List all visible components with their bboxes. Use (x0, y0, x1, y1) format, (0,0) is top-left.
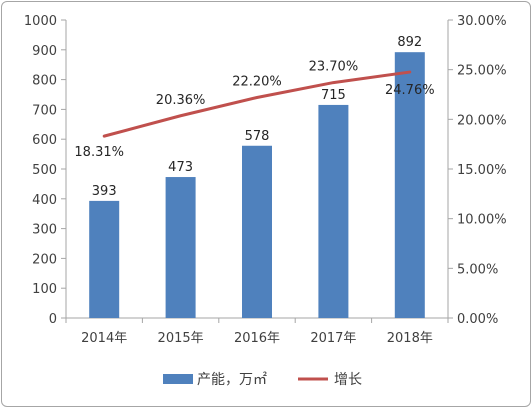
legend: 产能，万㎡ 增长 (163, 372, 362, 388)
bar (242, 145, 272, 318)
legend-swatch-bar (163, 374, 193, 384)
line-value-label: 23.70% (309, 60, 359, 75)
left-tick-label: 100 (32, 282, 57, 297)
bar-series (89, 52, 425, 319)
right-tick-label: 25.00% (457, 64, 507, 79)
bar (318, 104, 349, 319)
left-tick-label: 1000 (24, 14, 57, 29)
left-tick-label: 900 (32, 44, 57, 59)
left-tick-label: 500 (32, 163, 57, 178)
bar-value-label: 578 (245, 129, 270, 144)
x-tick-label: 2017年 (310, 331, 356, 346)
bar-value-label: 715 (321, 88, 346, 103)
bar-value-label: 473 (168, 160, 193, 175)
left-tick-label: 800 (32, 74, 57, 89)
bar (394, 52, 425, 319)
x-tick-label: 2014年 (81, 331, 127, 346)
right-tick-label: 10.00% (457, 213, 507, 228)
growth-line (102, 70, 412, 138)
bar-value-label: 892 (397, 35, 422, 50)
left-tick-label: 600 (32, 133, 57, 148)
line-value-label: 24.76% (385, 83, 435, 98)
legend-label-bar: 产能，万㎡ (197, 372, 267, 388)
right-tick-label: 0.00% (457, 312, 498, 327)
line-value-label: 22.20% (232, 74, 282, 89)
x-tick-label: 2015年 (158, 331, 204, 346)
left-tick-label: 300 (32, 223, 57, 238)
bar-value-label: 393 (92, 184, 117, 199)
left-tick-label: 0 (49, 312, 57, 327)
line-value-label: 20.36% (156, 93, 206, 108)
axes: 0 100 200 300 400 500 600 700 800 900 1000 0.00% 5.0… (24, 14, 507, 346)
data-labels: 393 473 578 715 892 18.31% 20.36% 22.20% 23.70% 2… (74, 35, 434, 199)
right-tick-label: 30.00% (457, 14, 507, 29)
left-tick-label: 400 (32, 193, 57, 208)
left-tick-label: 200 (32, 252, 57, 267)
left-tick-label: 700 (32, 103, 57, 118)
bar (89, 200, 120, 318)
line-series (102, 70, 412, 138)
right-tick-label: 5.00% (457, 262, 498, 277)
x-tick-label: 2018年 (387, 331, 433, 346)
right-tick-label: 15.00% (457, 163, 507, 178)
legend-label-line: 增长 (334, 372, 362, 388)
line-value-label: 18.31% (74, 145, 124, 160)
x-tick-label: 2016年 (234, 331, 280, 346)
bar (165, 177, 196, 318)
right-tick-label: 20.00% (457, 113, 507, 128)
